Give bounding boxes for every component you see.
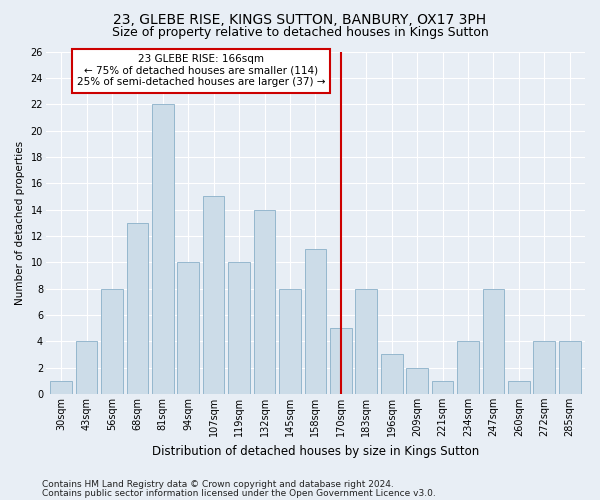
Bar xyxy=(305,249,326,394)
Bar xyxy=(508,380,530,394)
Bar xyxy=(101,288,123,394)
Bar xyxy=(559,341,581,394)
Bar xyxy=(533,341,555,394)
Text: Contains public sector information licensed under the Open Government Licence v3: Contains public sector information licen… xyxy=(42,489,436,498)
Bar xyxy=(355,288,377,394)
Y-axis label: Number of detached properties: Number of detached properties xyxy=(15,140,25,305)
Bar xyxy=(127,222,148,394)
X-axis label: Distribution of detached houses by size in Kings Sutton: Distribution of detached houses by size … xyxy=(152,444,479,458)
Text: 23, GLEBE RISE, KINGS SUTTON, BANBURY, OX17 3PH: 23, GLEBE RISE, KINGS SUTTON, BANBURY, O… xyxy=(113,12,487,26)
Bar xyxy=(76,341,97,394)
Bar xyxy=(432,380,454,394)
Bar xyxy=(279,288,301,394)
Text: 23 GLEBE RISE: 166sqm
← 75% of detached houses are smaller (114)
25% of semi-det: 23 GLEBE RISE: 166sqm ← 75% of detached … xyxy=(77,54,325,88)
Bar xyxy=(50,380,72,394)
Bar xyxy=(229,262,250,394)
Bar xyxy=(330,328,352,394)
Text: Size of property relative to detached houses in Kings Sutton: Size of property relative to detached ho… xyxy=(112,26,488,39)
Bar xyxy=(254,210,275,394)
Bar xyxy=(381,354,403,394)
Bar xyxy=(203,196,224,394)
Text: Contains HM Land Registry data © Crown copyright and database right 2024.: Contains HM Land Registry data © Crown c… xyxy=(42,480,394,489)
Bar xyxy=(178,262,199,394)
Bar xyxy=(152,104,173,394)
Bar xyxy=(406,368,428,394)
Bar xyxy=(482,288,504,394)
Bar xyxy=(457,341,479,394)
